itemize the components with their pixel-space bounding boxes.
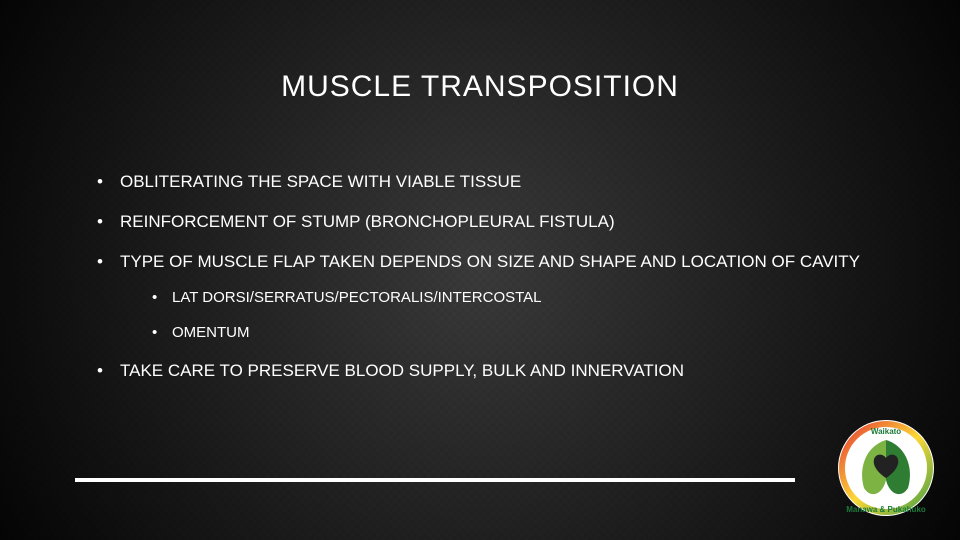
bullet-text: OBLITERATING THE SPACE WITH VIABLE TISSU… <box>120 172 521 191</box>
bullet-item: REINFORCEMENT OF STUMP (BRONCHOPLEURAL F… <box>95 210 870 234</box>
logo-svg: Waikato Manawa & Pukahuko <box>836 418 936 518</box>
presentation-slide: MUSCLE TRANSPOSITION OBLITERATING THE SP… <box>0 0 960 540</box>
bullet-item: TAKE CARE TO PRESERVE BLOOD SUPPLY, BULK… <box>95 359 870 383</box>
bullet-item: TYPE OF MUSCLE FLAP TAKEN DEPENDS ON SIZ… <box>95 250 870 344</box>
bullet-text: TAKE CARE TO PRESERVE BLOOD SUPPLY, BULK… <box>120 361 684 380</box>
bullet-text: REINFORCEMENT OF STUMP (BRONCHOPLEURAL F… <box>120 212 615 231</box>
logo-top-text: Waikato <box>871 427 901 436</box>
sub-bullet-text: OMENTUM <box>172 324 250 341</box>
sub-bullet-text: LAT DORSI/SERRATUS/PECTORALIS/INTERCOSTA… <box>172 289 542 306</box>
sub-bullet-list: LAT DORSI/SERRATUS/PECTORALIS/INTERCOSTA… <box>120 287 870 343</box>
slide-body: OBLITERATING THE SPACE WITH VIABLE TISSU… <box>95 170 870 399</box>
bullet-list: OBLITERATING THE SPACE WITH VIABLE TISSU… <box>95 170 870 383</box>
sub-bullet-item: LAT DORSI/SERRATUS/PECTORALIS/INTERCOSTA… <box>150 287 870 308</box>
logo-bottom-text: Manawa & Pukahuko <box>846 505 926 514</box>
bullet-item: OBLITERATING THE SPACE WITH VIABLE TISSU… <box>95 170 870 194</box>
organization-logo: Waikato Manawa & Pukahuko <box>836 418 936 518</box>
bullet-text: TYPE OF MUSCLE FLAP TAKEN DEPENDS ON SIZ… <box>120 252 860 271</box>
divider-line <box>75 478 795 482</box>
slide-title: MUSCLE TRANSPOSITION <box>0 70 960 104</box>
sub-bullet-item: OMENTUM <box>150 322 870 343</box>
